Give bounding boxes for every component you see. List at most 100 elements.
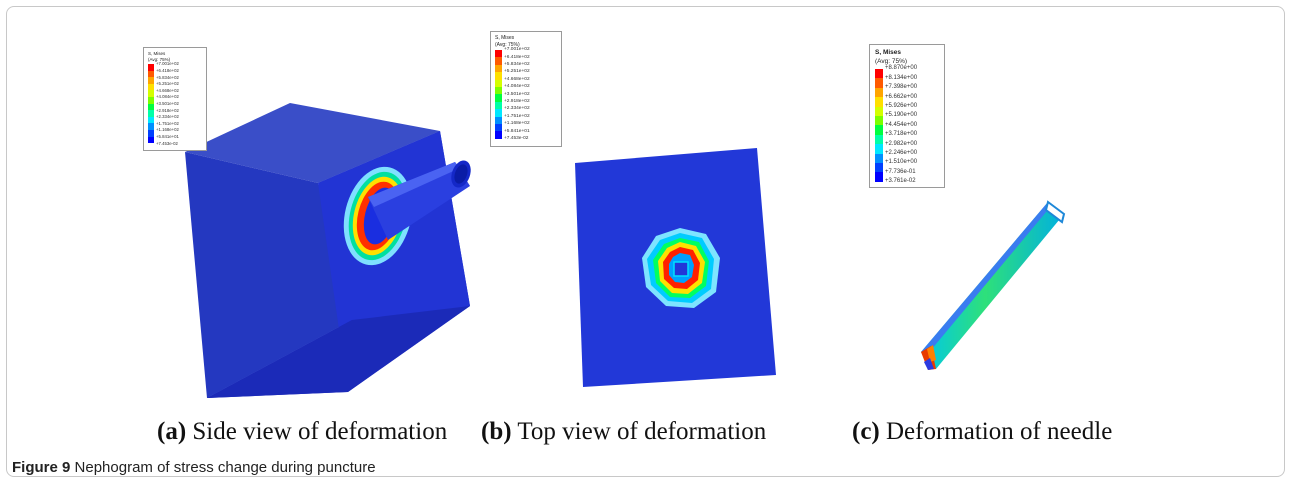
legend-tick-label: +4.084e+02 — [156, 94, 179, 100]
legend-swatch — [495, 50, 502, 58]
legend-swatch — [495, 101, 502, 110]
legend-tick-label: +7.398e+00 — [885, 84, 918, 91]
figure-frame — [6, 6, 1285, 477]
legend-swatch — [875, 116, 883, 126]
legend-swatch — [875, 87, 883, 98]
subcaption-c-label: (c) — [852, 418, 880, 445]
legend-tick-label: +8.134e+00 — [885, 74, 918, 81]
panel-b-stress-contour — [642, 228, 720, 308]
legend-tick-label: +8.870e+00 — [885, 65, 918, 72]
legend-tick-label: +7.001e+02 — [156, 61, 179, 67]
legend-swatch — [495, 109, 502, 117]
legend-title: S, Mises — [495, 35, 515, 41]
legend-tick-label: +4.084e+02 — [504, 84, 530, 90]
legend-subtitle: (Avg: 75%) — [148, 57, 171, 62]
subcaption-b-text: Top view of deformation — [517, 418, 767, 445]
legend-swatch — [875, 69, 883, 79]
subcaption-b-label: (b) — [481, 418, 512, 445]
legend-tick-label: +2.334e+02 — [156, 114, 179, 120]
legend-swatch — [148, 90, 154, 97]
legend-subtitle: (Avg: 75%) — [875, 58, 908, 65]
legend-tick-label: +2.246e+00 — [885, 150, 918, 156]
legend-tick-label: +3.501e+02 — [156, 101, 179, 107]
legend-swatch — [875, 134, 883, 145]
legend-swatch — [875, 106, 883, 116]
legend-title: S, Mises — [875, 49, 902, 56]
legend-tick-label: +5.926e+00 — [885, 103, 918, 109]
subcaption-a-label: (a) — [157, 418, 187, 445]
legend-swatch — [495, 57, 502, 65]
legend-swatch — [148, 64, 154, 71]
subcaption-c-text: Deformation of needle — [886, 418, 1113, 445]
legend-swatch — [875, 144, 883, 154]
legend-tick-label: +5.834e+02 — [156, 74, 179, 80]
legend-tick-label: +1.510e+00 — [885, 159, 918, 166]
panel-a-cube — [185, 103, 470, 398]
legend-tick-label: +1.168e+02 — [504, 121, 530, 127]
legend-swatch — [495, 94, 502, 102]
legend-swatch — [495, 124, 502, 132]
legend-swatch — [148, 136, 154, 144]
legend-tick-label: +5.834e+02 — [504, 61, 530, 67]
legend-tick-label: +1.168e+02 — [156, 127, 179, 133]
legend-swatch — [875, 78, 883, 88]
legend-tick-label: +5.841e+01 — [504, 128, 530, 134]
legend-swatch — [148, 83, 154, 91]
legend-swatch — [148, 103, 154, 111]
legend-tick-label: +4.454e+00 — [885, 121, 918, 128]
panel-c-needle — [921, 200, 1066, 370]
legend-swatch — [875, 163, 883, 173]
legend-swatch — [495, 79, 502, 87]
subcaption-a: (a) Side view of deformation — [157, 418, 447, 446]
figure-label: Figure 9 — [12, 459, 71, 476]
legend-tick-label: +4.668e+02 — [504, 76, 530, 82]
legend-tick-label: +2.982e+00 — [885, 140, 918, 147]
panel-c-legend: S, Mises (Avg: 75%) +8.870e+00 +8.134e+00… — [869, 44, 945, 188]
legend-swatch — [148, 110, 154, 117]
legend-swatch — [495, 87, 502, 95]
legend-tick-label: +7.453e-02 — [156, 140, 178, 146]
figure-caption-text: Nephogram of stress change during punctu… — [74, 459, 376, 476]
legend-tick-label: +2.918e+02 — [156, 107, 179, 113]
legend-swatch — [875, 97, 883, 107]
legend-tick-label: +3.501e+02 — [504, 91, 530, 97]
legend-tick-label: +3.718e+00 — [885, 131, 918, 138]
legend-tick-label: +5.251e+02 — [504, 69, 530, 75]
legend-swatch — [875, 125, 883, 135]
legend-swatch — [875, 153, 883, 163]
legend-swatch — [148, 77, 154, 84]
legend-swatch — [495, 116, 502, 124]
legend-tick-label: +1.751e+02 — [504, 113, 530, 119]
legend-swatch — [148, 130, 154, 137]
legend-tick-label: +3.761e-02 — [885, 178, 916, 185]
legend-tick-label: +7.001e+02 — [504, 47, 530, 53]
legend-swatch — [495, 72, 502, 80]
panel-a-needle — [368, 160, 471, 240]
legend-title: S, Mises — [148, 51, 166, 56]
subcaption-a-text: Side view of deformation — [192, 418, 448, 445]
legend-tick-label: +4.668e+02 — [156, 87, 179, 93]
panel-b-legend: S, Mises (Avg: 75%) +7.001e+02 +6.418e+02… — [490, 31, 562, 147]
legend-swatch — [875, 172, 883, 182]
legend-swatch — [148, 116, 154, 124]
legend-tick-label: +2.334e+02 — [504, 106, 530, 112]
legend-tick-label: +6.418e+02 — [156, 68, 179, 74]
legend-tick-label: +6.418e+02 — [504, 54, 530, 60]
legend-swatch — [495, 131, 502, 139]
legend-tick-label: +7.453e-02 — [504, 135, 529, 141]
legend-tick-label: +6.662e+00 — [885, 93, 918, 100]
legend-tick-label: +7.736e-01 — [885, 168, 916, 175]
legend-tick-label: +5.251e+02 — [156, 81, 179, 87]
legend-subtitle: (Avg: 75%) — [495, 42, 520, 48]
subcaption-c: (c) Deformation of needle — [852, 418, 1112, 446]
legend-tick-label: +2.918e+02 — [504, 98, 530, 104]
legend-swatch — [495, 64, 502, 73]
legend-tick-label: +5.841e+01 — [156, 134, 179, 140]
panel-a-legend: S, Mises (Avg: 75%) +7.001e+02 +6.418e+02… — [143, 47, 207, 151]
subcaption-b: (b) Top view of deformation — [481, 418, 766, 446]
legend-swatch — [148, 123, 154, 130]
figure-caption: Figure 9 Nephogram of stress change duri… — [12, 459, 376, 476]
legend-swatch — [148, 70, 154, 78]
legend-swatch — [148, 97, 154, 104]
